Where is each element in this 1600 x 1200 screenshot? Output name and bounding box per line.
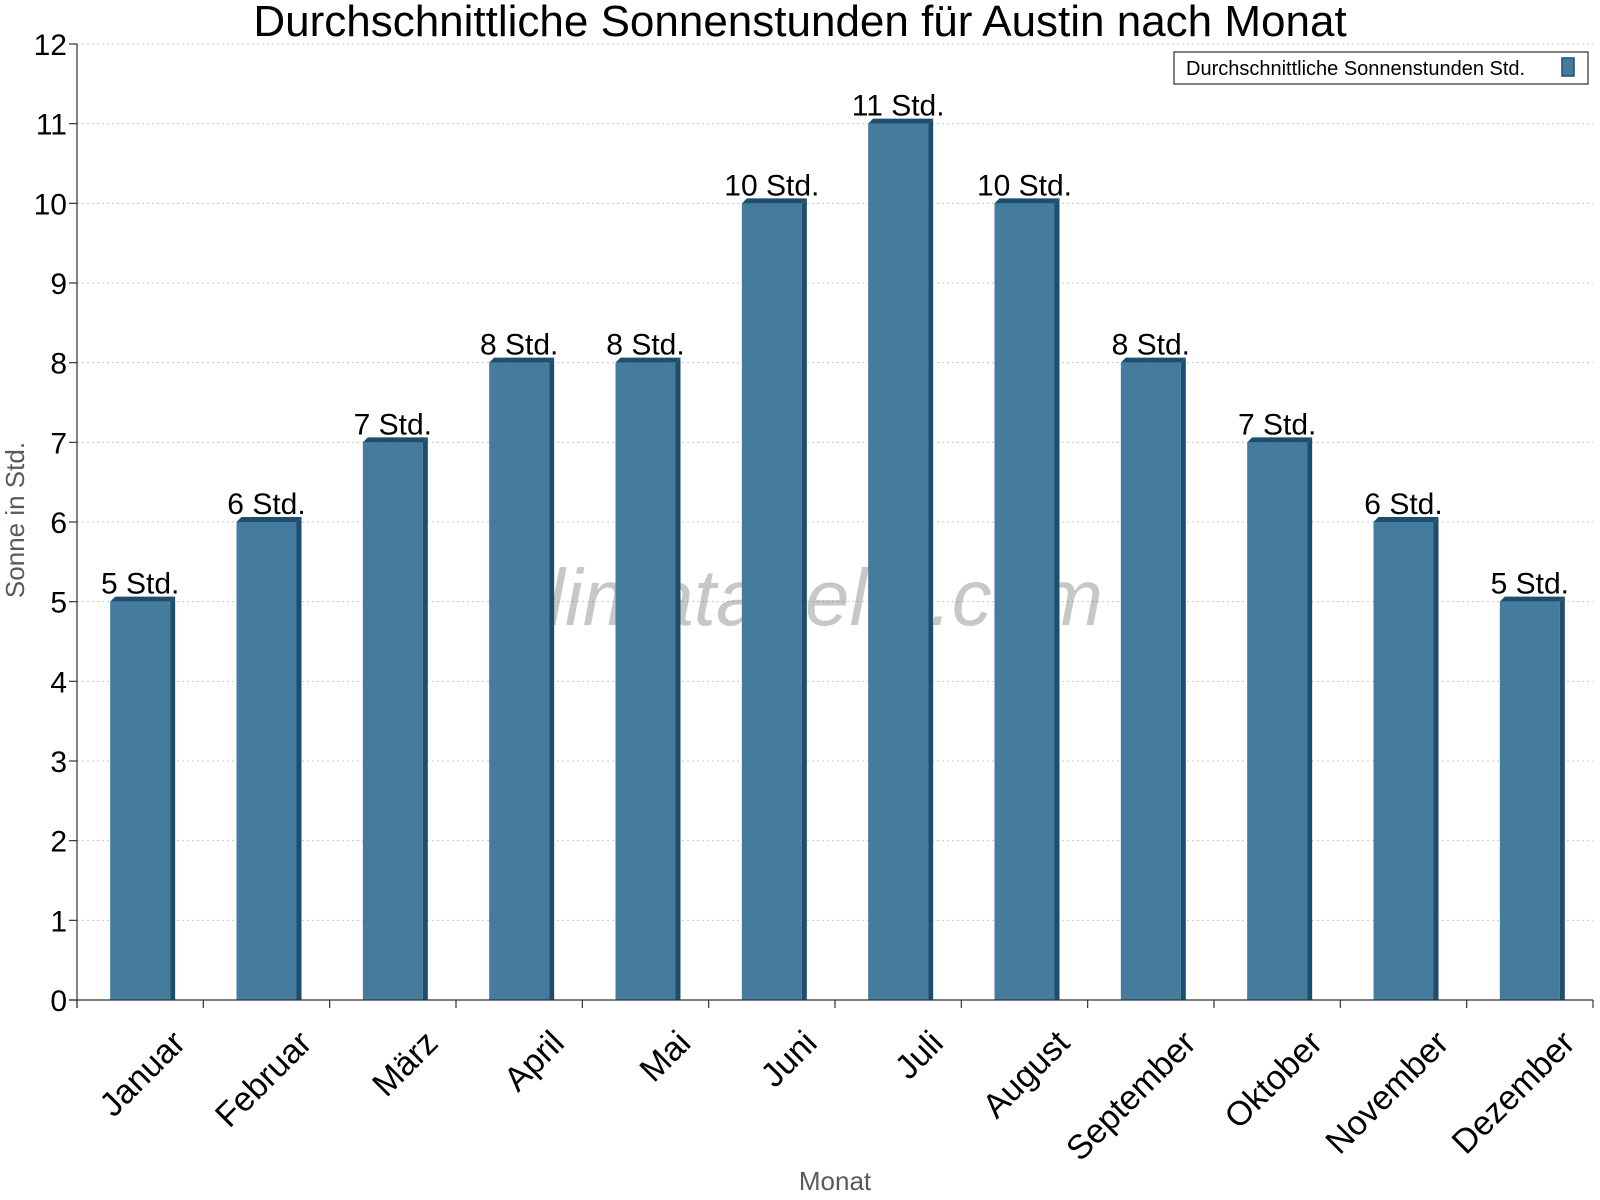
- bar-side: [1307, 437, 1313, 1000]
- bar-mai: [615, 357, 681, 1001]
- data-label: 7 Std.: [354, 408, 432, 441]
- x-tick-label: Juni: [753, 1024, 824, 1095]
- bar-side: [1054, 198, 1060, 1001]
- y-axis-title: Sonne in Std.: [0, 442, 30, 598]
- x-tick-label: April: [497, 1024, 572, 1099]
- x-tick-label: September: [1059, 1024, 1203, 1168]
- data-label: 8 Std.: [606, 329, 684, 362]
- data-label: 8 Std.: [480, 329, 558, 362]
- x-axis-title: Monat: [799, 1166, 872, 1196]
- x-tick-labels: Januar Februar März April Mai Juni Juli AugustS…: [92, 1023, 1582, 1168]
- bar-oktober: [1247, 437, 1313, 1000]
- bar-face: [1120, 362, 1181, 1001]
- bar-top: [994, 198, 1060, 204]
- bar-top: [868, 118, 934, 124]
- y-tick-label: 1: [50, 905, 67, 938]
- bars: [110, 118, 1565, 1001]
- bar-face: [236, 522, 297, 1000]
- bar-face: [1373, 522, 1434, 1000]
- bar-top: [1247, 437, 1313, 443]
- bar-side: [1433, 517, 1439, 1000]
- y-tick-label: 12: [34, 29, 67, 62]
- data-labels: 5 Std. 6 Std. 7 Std. 8 Std. 8 Std. 10 Std. 11 …: [101, 90, 1569, 601]
- legend: Durchschnittliche Sonnenstunden Std.: [1173, 51, 1589, 85]
- y-tick-label: 3: [50, 746, 67, 779]
- x-tick-label: Oktober: [1217, 1024, 1329, 1136]
- x-tick-label: August: [975, 1023, 1077, 1125]
- x-tick-label: Juli: [888, 1024, 951, 1087]
- bar-face: [615, 362, 676, 1001]
- y-tick-label: 8: [50, 348, 67, 381]
- y-tick-label: 7: [50, 427, 67, 460]
- bar-top: [615, 357, 681, 363]
- bar-top: [1373, 517, 1439, 522]
- bar-side: [675, 357, 681, 1001]
- data-label: 5 Std.: [1491, 568, 1569, 601]
- x-tick-label: Januar: [92, 1024, 192, 1124]
- bar-face: [362, 442, 423, 1000]
- bar-face: [994, 203, 1055, 1001]
- bar-side: [296, 517, 302, 1000]
- y-tick-label: 10: [34, 188, 67, 221]
- data-label: 10 Std.: [977, 169, 1072, 202]
- data-label: 10 Std.: [724, 169, 819, 202]
- bar-side: [549, 357, 555, 1001]
- y-tick-label: 11: [36, 109, 67, 142]
- legend-box: [1173, 51, 1589, 85]
- data-label: 7 Std.: [1238, 408, 1316, 441]
- bar-face: [110, 601, 171, 1000]
- axes: [69, 43, 1594, 1008]
- bar-face: [1499, 601, 1560, 1000]
- bar-april: [489, 357, 555, 1001]
- bar-face: [489, 362, 550, 1001]
- x-tick-label: März: [365, 1024, 445, 1104]
- bar-top: [1499, 596, 1565, 602]
- bar-februar: [236, 517, 302, 1000]
- data-label: 5 Std.: [101, 568, 179, 601]
- bar-august: [994, 198, 1060, 1001]
- bar-top: [236, 517, 302, 522]
- bar-face: [1247, 442, 1308, 1000]
- data-label: 6 Std.: [227, 488, 305, 521]
- bar-juni: [741, 198, 807, 1001]
- bar-top: [362, 437, 428, 443]
- bar-september: [1120, 357, 1186, 1001]
- bar-side: [801, 198, 807, 1001]
- y-tick-label: 6: [50, 507, 67, 540]
- bar-face: [868, 123, 929, 1000]
- x-tick-label: Dezember: [1445, 1024, 1583, 1162]
- y-tick-label: 0: [50, 985, 67, 1018]
- y-tick-label: 5: [50, 587, 67, 620]
- bar-side: [170, 596, 176, 1000]
- bar-juli: [868, 118, 934, 1000]
- bar-top: [110, 596, 176, 602]
- bar-top: [741, 198, 807, 204]
- data-label: 11 Std.: [852, 90, 945, 123]
- bar-side: [1559, 596, 1565, 1000]
- data-label: 8 Std.: [1112, 329, 1190, 362]
- bar-dezember: [1499, 596, 1565, 1000]
- bar-märz: [362, 437, 428, 1000]
- y-tick-label: 9: [50, 268, 67, 301]
- legend-swatch: [1561, 57, 1575, 77]
- data-label: 6 Std.: [1364, 488, 1442, 521]
- y-tick-label: 4: [50, 666, 67, 699]
- bar-side: [422, 437, 428, 1000]
- bar-januar: [110, 596, 176, 1000]
- x-tick-label: Februar: [208, 1024, 319, 1135]
- bar-side: [928, 118, 934, 1000]
- x-tick-label: Mai: [633, 1024, 699, 1090]
- bar-side: [1180, 357, 1186, 1001]
- bar-top: [1120, 357, 1186, 363]
- bar-november: [1373, 517, 1439, 1000]
- legend-series-label: Durchschnittliche Sonnenstunden Std.: [1186, 58, 1525, 80]
- grid-lines: [77, 43, 1593, 921]
- chart-title: Durchschnittliche Sonnenstunden für Aust…: [253, 0, 1346, 46]
- bar-face: [741, 203, 802, 1001]
- bar-top: [489, 357, 555, 363]
- x-tick-label: November: [1318, 1024, 1456, 1162]
- y-tick-label: 2: [50, 826, 67, 859]
